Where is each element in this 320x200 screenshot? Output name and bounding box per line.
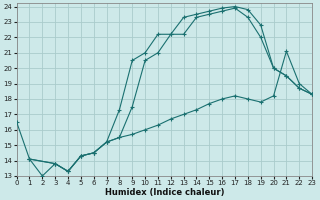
X-axis label: Humidex (Indice chaleur): Humidex (Indice chaleur) — [105, 188, 224, 197]
